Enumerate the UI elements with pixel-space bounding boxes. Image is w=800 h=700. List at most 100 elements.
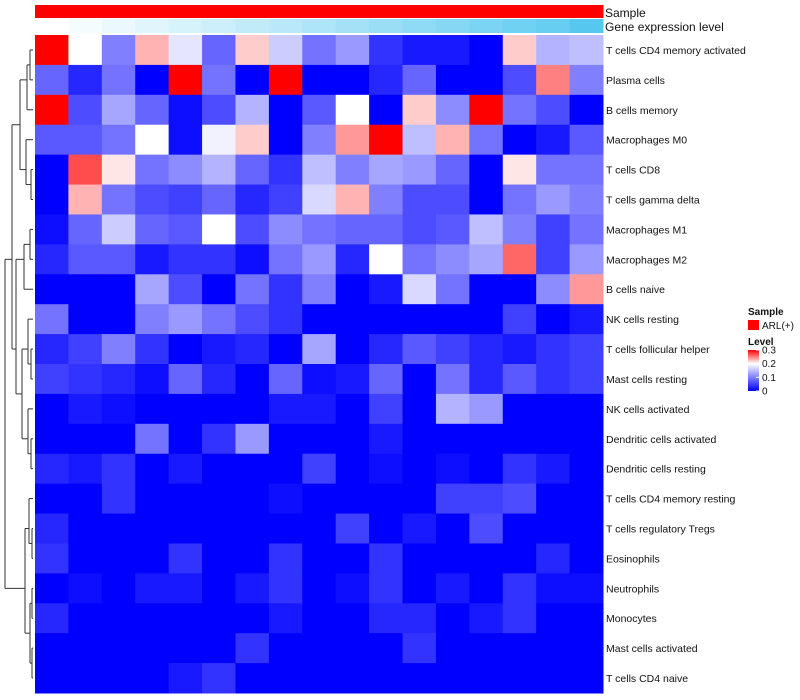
heatmap-cell: [168, 304, 203, 335]
heatmap-cell: [168, 35, 203, 66]
legend-level-colorbar: [748, 350, 759, 391]
sample-annotation-label: Sample: [605, 6, 646, 20]
heatmap-cell: [536, 543, 571, 574]
heatmap-cell: [335, 393, 370, 425]
heatmap-cell: [335, 663, 370, 694]
heatmap-cell: [101, 453, 136, 485]
heatmap-cell: [536, 35, 571, 66]
heatmap-cell: [35, 483, 69, 515]
heatmap-cell: [302, 35, 337, 66]
heatmap-cell: [335, 483, 370, 515]
heatmap-cell: [435, 364, 470, 395]
heatmap-cell: [202, 154, 236, 186]
heatmap-cell: [35, 214, 69, 245]
heatmap-cell: [135, 393, 170, 425]
heatmap-cell: [536, 663, 571, 694]
heatmap-cell: [502, 603, 537, 634]
heatmap-cell: [402, 663, 437, 694]
heatmap-cell: [469, 633, 504, 664]
heatmap-cell: [235, 154, 270, 186]
heatmap-cell: [168, 483, 203, 515]
heatmap-cell: [402, 633, 437, 664]
heatmap-cell: [402, 94, 437, 126]
row-label: T cells CD4 memory resting: [606, 494, 735, 506]
heatmap-cell: [502, 453, 537, 485]
heatmap-cell: [569, 513, 604, 544]
row-label: T cells gamma delta: [606, 195, 700, 207]
heatmap-cell: [202, 483, 236, 515]
heatmap-cell: [335, 154, 370, 186]
heatmap-cell: [569, 663, 604, 694]
heatmap-cell: [135, 543, 170, 574]
heatmap-cell: [135, 244, 170, 275]
heatmap-cell: [135, 124, 170, 156]
sample-annotation-cell: [235, 5, 270, 18]
sample-annotation-cell: [335, 5, 370, 18]
row-label: Mast cells resting: [606, 374, 687, 386]
heatmap-cell: [402, 603, 437, 634]
heatmap-cell: [569, 154, 604, 186]
heatmap-cell: [369, 35, 404, 66]
heatmap-cell: [469, 513, 504, 544]
heatmap-cell: [302, 274, 337, 305]
heatmap-cell: [35, 423, 69, 455]
legend-level-tick-label: 0.1: [762, 373, 776, 384]
heatmap-cell: [268, 603, 303, 634]
heatmap-cell: [302, 483, 337, 515]
heatmap-cell: [35, 513, 69, 544]
heatmap-cell: [502, 334, 537, 365]
heatmap-cell: [435, 94, 470, 126]
heatmap-cell: [302, 393, 337, 425]
heatmap-cell: [402, 513, 437, 544]
heatmap-cell: [302, 603, 337, 634]
heatmap-cell: [335, 633, 370, 664]
heatmap-cell: [68, 633, 103, 664]
heatmap-cell: [202, 364, 236, 395]
row-label: T cells regulatory Tregs: [606, 524, 715, 536]
gene-expression-cell: [68, 19, 103, 33]
heatmap-cell: [435, 453, 470, 485]
heatmap-cell: [469, 154, 504, 186]
heatmap-cell: [268, 423, 303, 455]
heatmap-cell: [302, 633, 337, 664]
heatmap-cell: [35, 633, 69, 664]
heatmap-cell: [101, 483, 136, 515]
heatmap-cell: [101, 64, 136, 96]
heatmap-cell: [235, 573, 270, 604]
heatmap-cell: [202, 573, 236, 604]
heatmap-cell: [435, 244, 470, 275]
heatmap-cell: [369, 364, 404, 395]
heatmap-cell: [435, 304, 470, 335]
heatmap-cell: [402, 453, 437, 485]
heatmap-cell: [569, 64, 604, 96]
sample-annotation-cell: [168, 5, 203, 18]
heatmap-cell: [435, 663, 470, 694]
heatmap-cell: [469, 603, 504, 634]
heatmap-cell: [268, 64, 303, 96]
heatmap-cell: [469, 35, 504, 66]
heatmap-cell: [435, 483, 470, 515]
row-label: Mast cells activated: [606, 643, 698, 655]
sample-annotation-cell: [435, 5, 470, 18]
heatmap-cell: [536, 124, 571, 156]
gene-expression-cell: [369, 19, 404, 33]
heatmap-cell: [435, 35, 470, 66]
heatmap-cell: [402, 124, 437, 156]
gene-expression-cell: [268, 19, 303, 33]
heatmap-cell: [135, 573, 170, 604]
row-label: Macrophages M1: [606, 224, 687, 236]
heatmap-cell: [435, 64, 470, 96]
heatmap-cell: [435, 393, 470, 425]
heatmap-cell: [135, 423, 170, 455]
legend-sample-entry: ARL(+): [762, 321, 794, 332]
heatmap-cell: [402, 184, 437, 215]
heatmap-cell: [68, 453, 103, 485]
heatmap-cell: [268, 393, 303, 425]
heatmap-cell: [168, 393, 203, 425]
heatmap-cell: [369, 663, 404, 694]
heatmap-cell: [369, 633, 404, 664]
heatmap-cell: [435, 154, 470, 186]
heatmap-cell: [101, 35, 136, 66]
heatmap-cell: [536, 364, 571, 395]
heatmap-cell: [68, 154, 103, 186]
